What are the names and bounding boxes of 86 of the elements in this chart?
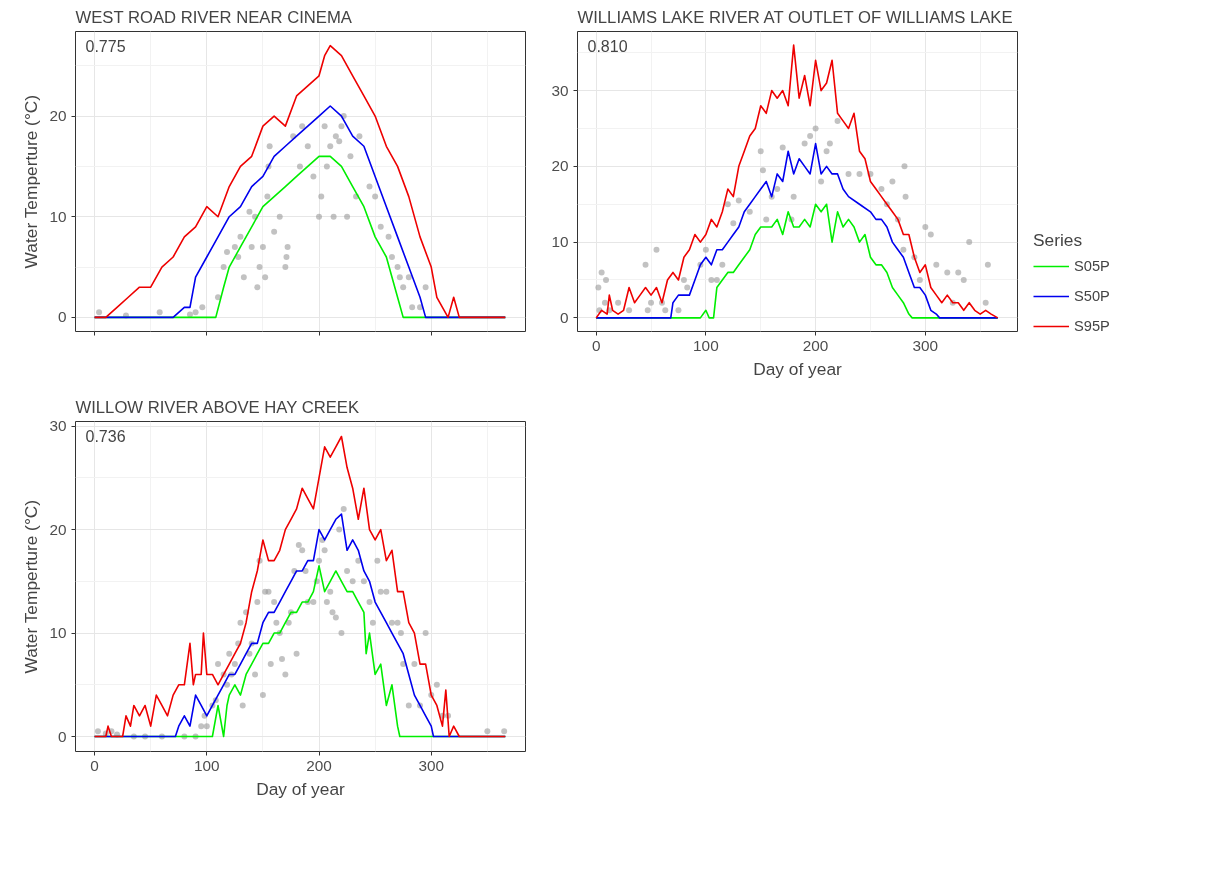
point — [385, 233, 392, 240]
point — [264, 193, 271, 200]
point — [284, 243, 291, 250]
point — [283, 254, 290, 260]
y-tick-label: 0 — [559, 308, 569, 326]
x-tick-label: 0 — [90, 756, 99, 774]
point — [266, 143, 273, 150]
point — [409, 304, 416, 311]
y-axis-title: Water Temperture (°C) — [21, 499, 42, 674]
point — [199, 304, 206, 311]
legend-label: S50P — [1074, 288, 1110, 304]
x-tick-label: 300 — [912, 336, 939, 354]
point — [220, 264, 227, 271]
y-tick-label: 20 — [551, 157, 569, 175]
point — [282, 264, 289, 271]
x-axis-title: Day of year — [256, 778, 346, 799]
point — [405, 274, 412, 281]
point — [296, 163, 303, 170]
annotation: 0.810 — [587, 37, 628, 55]
y-axis-title: Water Temperture (°C) — [21, 94, 42, 269]
y-tick-label: 30 — [551, 81, 569, 99]
point — [246, 208, 253, 215]
point — [299, 123, 306, 130]
point — [388, 254, 395, 260]
x-tick-label: 200 — [802, 336, 829, 354]
point — [321, 123, 328, 130]
x-tick-label: 300 — [418, 756, 445, 774]
point — [262, 274, 269, 281]
point — [304, 143, 311, 150]
x-tick-label: 100 — [693, 336, 719, 354]
point — [377, 223, 384, 230]
point — [344, 213, 351, 220]
point — [338, 123, 345, 130]
point — [271, 228, 278, 235]
line-series — [595, 142, 999, 319]
point — [237, 233, 244, 240]
chart-title: WEST ROAD RIVER NEAR CINEMA — [75, 7, 353, 27]
point — [356, 133, 363, 140]
point — [215, 294, 222, 301]
point — [422, 284, 429, 291]
point — [192, 309, 199, 316]
point — [248, 243, 255, 250]
point — [186, 311, 193, 318]
point — [332, 133, 339, 140]
legend-label: S05P — [1074, 258, 1110, 274]
point — [256, 264, 263, 271]
point — [394, 264, 401, 271]
point — [347, 153, 354, 160]
legend-label: S95P — [1074, 318, 1110, 334]
point — [372, 193, 379, 200]
point — [259, 243, 266, 250]
point — [316, 213, 323, 220]
x-axis-title: Day of year — [753, 358, 843, 379]
legend-title: Series — [1033, 230, 1084, 251]
chart-title: WILLIAMS LAKE RIVER AT OUTLET OF WILLIAMS LAKE — [577, 7, 1013, 27]
point — [254, 284, 261, 291]
y-tick-label: 20 — [49, 107, 67, 125]
y-tick-label: 10 — [551, 233, 569, 251]
y-tick-label: 10 — [49, 207, 67, 225]
annotation: 0.736 — [85, 427, 126, 445]
point — [240, 274, 247, 281]
x-tick-label: 200 — [306, 756, 332, 774]
point — [336, 138, 343, 145]
point — [396, 274, 403, 281]
x-tick-label: 100 — [194, 756, 220, 774]
point — [310, 173, 317, 180]
annotation: 0.775 — [85, 37, 126, 55]
point — [235, 254, 242, 260]
point — [318, 193, 325, 200]
point — [96, 309, 103, 316]
point — [224, 248, 230, 255]
x-tick-label: 0 — [591, 336, 601, 354]
y-tick-label: 10 — [49, 624, 67, 642]
chart-title: WILLOW RIVER ABOVE HAY CREEK — [75, 397, 360, 417]
point — [330, 213, 337, 220]
point — [366, 183, 373, 190]
point — [276, 213, 283, 220]
point — [327, 143, 334, 150]
point — [231, 243, 238, 250]
y-tick-label: 30 — [49, 417, 67, 435]
y-tick-label: 20 — [49, 520, 67, 538]
y-tick-label: 0 — [57, 308, 67, 326]
point — [400, 284, 407, 291]
point — [156, 309, 163, 316]
point — [323, 163, 330, 170]
y-tick-label: 0 — [57, 727, 67, 745]
